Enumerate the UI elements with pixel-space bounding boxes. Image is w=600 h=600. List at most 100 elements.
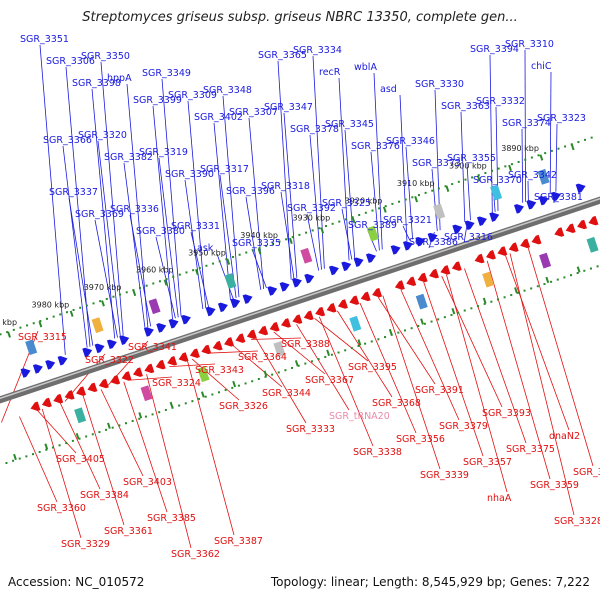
tick-dot	[145, 284, 148, 287]
forward-gene-arrow	[538, 195, 549, 206]
tick-dot	[324, 225, 327, 228]
reverse-gene-arrow	[98, 378, 109, 389]
reverse-gene-arrow	[53, 393, 64, 404]
feature-block	[490, 184, 503, 201]
forward-gene-label: SGR_3394	[470, 44, 519, 55]
forward-gene-arrow	[156, 323, 167, 333]
label-leader	[309, 134, 322, 270]
forward-gene-label: SGR_3381	[534, 192, 583, 203]
label-leader	[59, 402, 101, 490]
forward-gene-label: SGR_3346	[386, 136, 435, 147]
label-leader	[504, 254, 570, 431]
forward-gene-label: asd	[380, 84, 397, 95]
label-leader	[37, 410, 77, 454]
scale-labels: 3890 kbp 3900 kbp 3910 kbp 3920 kbp 3930 kbp…	[0, 144, 539, 327]
major-tick	[388, 328, 393, 336]
major-tick	[576, 266, 581, 273]
reverse-gene-label: SGR_3344	[262, 388, 311, 399]
forward-gene-arrow	[242, 294, 253, 304]
forward-gene-arrow	[180, 314, 191, 325]
label-leader	[186, 360, 235, 536]
label-leader	[65, 66, 91, 347]
tick-dot	[211, 393, 214, 396]
reverse-gene-label: SGR_tRNA20	[329, 411, 390, 422]
forward-gene-label: SGR_3309	[168, 90, 217, 101]
tick-dot	[304, 362, 307, 365]
reverse-gene-label: dnaN2	[549, 431, 580, 442]
major-tick	[132, 289, 137, 297]
major-tick	[382, 206, 387, 213]
tick-dot	[178, 273, 181, 276]
label-leader	[524, 49, 526, 202]
forward-gene-label: chiC	[531, 61, 552, 72]
tick-dot	[105, 297, 108, 300]
forward-gene-label: SGR_3396	[226, 186, 275, 197]
forward-gene-label: SGR_3376	[351, 141, 400, 152]
scale-label: 3950 kbp	[188, 248, 226, 257]
tick-dot	[477, 174, 480, 177]
reverse-gene-label: SGR_3379	[439, 421, 488, 432]
tick-dot	[138, 286, 141, 289]
scale-label: 3990 kbp	[0, 318, 17, 327]
forward-gene-arrow	[513, 204, 524, 214]
tick-dot	[337, 351, 340, 354]
tick-dot	[285, 238, 288, 241]
label-leader	[296, 324, 350, 411]
label-leader	[126, 83, 149, 328]
tick-dot	[46, 317, 49, 320]
tick-dot	[98, 431, 101, 434]
major-tick	[44, 443, 49, 450]
tick-dot	[330, 353, 333, 356]
label-leader	[283, 112, 298, 278]
tick-dot	[471, 176, 474, 179]
tick-dot	[310, 360, 313, 363]
label-leader	[232, 345, 283, 388]
tick-dot	[152, 282, 155, 285]
forward-gene-label: SGR_3370	[473, 175, 522, 186]
label-leader	[251, 248, 267, 289]
scale-label: 3970 kbp	[84, 283, 122, 292]
tick-dot	[370, 340, 373, 343]
forward-gene-arrow	[402, 241, 413, 251]
tick-dot	[204, 395, 207, 398]
backbone-highlight	[0, 197, 600, 400]
reverse-gene-arrow	[394, 280, 405, 290]
feature-block	[586, 236, 599, 253]
forward-gene-label: SGR_3348	[203, 85, 252, 96]
reverse-gene-arrow	[577, 219, 588, 230]
major-tick	[263, 370, 268, 377]
tick-dot	[131, 420, 134, 423]
forward-gene-arrow	[550, 191, 561, 202]
label-leader	[521, 128, 524, 203]
major-tick	[351, 216, 356, 224]
label-leader	[373, 72, 383, 250]
label-leader	[245, 196, 262, 290]
major-tick	[545, 276, 550, 284]
reverse-gene-arrow	[406, 276, 417, 286]
reverse-gene-label: SGR_3375	[506, 444, 555, 455]
tick-dot	[464, 178, 467, 181]
tick-dot	[178, 404, 181, 407]
tick-dot	[443, 316, 446, 319]
reverse-gene-label: SGR_3388	[281, 339, 330, 350]
major-tick	[107, 422, 111, 429]
feature-block	[482, 271, 495, 288]
tick-dot	[524, 158, 527, 161]
tick-dot	[484, 171, 487, 174]
reverse-gene-arrow	[281, 318, 291, 328]
tick-dot	[32, 453, 35, 456]
label-leader	[97, 140, 121, 337]
label-leader	[359, 303, 417, 434]
tick-dot	[25, 455, 28, 458]
forward-gene-label: SGR_3363	[441, 101, 490, 112]
forward-gene-label: SGR_3330	[415, 79, 464, 90]
tick-dot	[257, 378, 260, 381]
tick-dot	[18, 457, 21, 460]
tick-dot	[277, 371, 280, 374]
tick-dot	[184, 402, 187, 405]
tick-dot	[5, 461, 8, 464]
tick-dot	[71, 439, 74, 442]
label-leader	[446, 274, 508, 493]
reverse-gene-arrow	[269, 321, 280, 332]
reverse-gene-arrow	[235, 333, 246, 343]
